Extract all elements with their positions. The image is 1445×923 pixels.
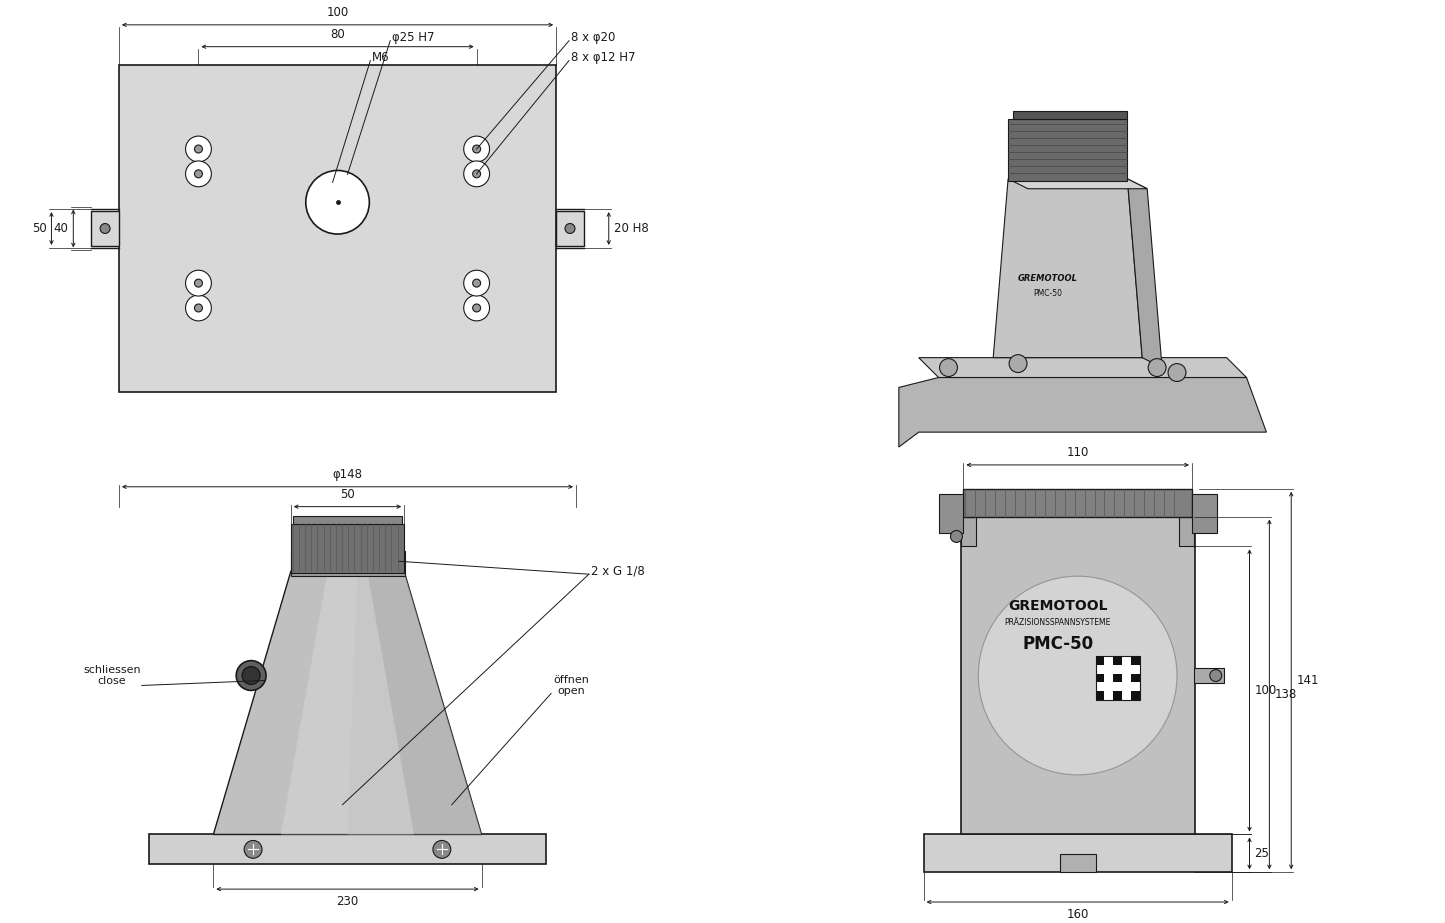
Bar [1009,119,1127,181]
Bar [1095,691,1104,701]
Text: φ148: φ148 [332,468,363,481]
Polygon shape [1127,179,1162,367]
Circle shape [1209,669,1221,681]
Circle shape [195,279,202,287]
Bar [1013,112,1127,119]
Polygon shape [993,179,1142,357]
Circle shape [244,841,262,858]
Bar [1059,855,1095,872]
Circle shape [473,304,481,312]
Circle shape [195,170,202,178]
Bar [149,834,546,864]
Bar [118,65,556,392]
Circle shape [951,531,962,543]
Polygon shape [919,357,1247,378]
Bar [1114,655,1123,665]
Text: 2 x G 1/8: 2 x G 1/8 [591,565,644,578]
Text: 20 H8: 20 H8 [614,222,649,235]
Text: 100: 100 [327,6,348,18]
Circle shape [434,841,451,858]
Bar [293,516,402,523]
Circle shape [100,223,110,234]
Text: PMC-50: PMC-50 [1033,289,1062,297]
Bar [964,489,1192,517]
Text: 8 x φ12 H7: 8 x φ12 H7 [571,51,636,64]
Text: 160: 160 [1066,908,1090,921]
Circle shape [185,295,211,321]
Text: M6: M6 [373,51,390,64]
Circle shape [939,359,958,377]
Polygon shape [1009,179,1147,188]
Circle shape [464,295,490,321]
Bar [1192,494,1217,533]
Bar [961,517,977,546]
Circle shape [243,666,260,685]
Circle shape [978,576,1178,775]
Circle shape [1149,359,1166,377]
Text: 110: 110 [1066,446,1090,459]
Circle shape [464,136,490,162]
Text: GREMOTOOL: GREMOTOOL [1017,273,1078,282]
Bar [1131,655,1140,665]
Circle shape [185,136,211,162]
Bar [1095,655,1104,665]
Bar [1114,691,1123,701]
Circle shape [185,161,211,186]
Bar [923,834,1231,872]
Circle shape [473,145,481,153]
Bar [1194,667,1224,683]
Bar [1179,517,1194,546]
Polygon shape [280,571,415,834]
Text: schliessen
close: schliessen close [84,665,140,687]
Text: 50: 50 [32,222,46,235]
Circle shape [464,270,490,296]
Bar [556,211,584,246]
Circle shape [473,170,481,178]
Bar [295,532,312,551]
Bar [290,523,405,573]
Text: 138: 138 [1274,688,1296,701]
Circle shape [473,279,481,287]
Polygon shape [899,378,1266,447]
Polygon shape [347,571,481,834]
Circle shape [195,145,202,153]
Text: φ25 H7: φ25 H7 [392,31,435,44]
Text: 8 x φ20: 8 x φ20 [571,31,616,44]
Bar [290,551,405,576]
Bar [91,211,118,246]
Bar [381,532,399,551]
Circle shape [565,223,575,234]
Bar [961,517,1195,834]
Text: 40: 40 [53,222,68,235]
Circle shape [236,661,266,690]
Bar [939,494,964,533]
Polygon shape [214,571,481,834]
Circle shape [306,171,370,234]
Text: 230: 230 [337,895,358,908]
Circle shape [185,270,211,296]
Circle shape [195,304,202,312]
Bar [1131,674,1140,682]
Bar [1131,691,1140,701]
Bar [1095,674,1104,682]
Circle shape [1009,354,1027,373]
Text: 80: 80 [329,28,345,41]
Text: 100: 100 [1254,684,1277,697]
Text: 50: 50 [340,487,355,500]
Text: GREMOTOOL: GREMOTOOL [1009,599,1107,613]
Circle shape [464,161,490,186]
Text: 141: 141 [1296,674,1319,687]
Text: PRÄZISIONSSPANNSYSTEME: PRÄZISIONSSPANNSYSTEME [1004,618,1111,628]
Text: 25: 25 [1254,846,1269,860]
Text: öffnen
open: öffnen open [553,675,590,696]
Circle shape [1168,364,1186,381]
Bar [1114,674,1123,682]
Text: PMC-50: PMC-50 [1022,635,1094,653]
Bar [1095,655,1140,701]
